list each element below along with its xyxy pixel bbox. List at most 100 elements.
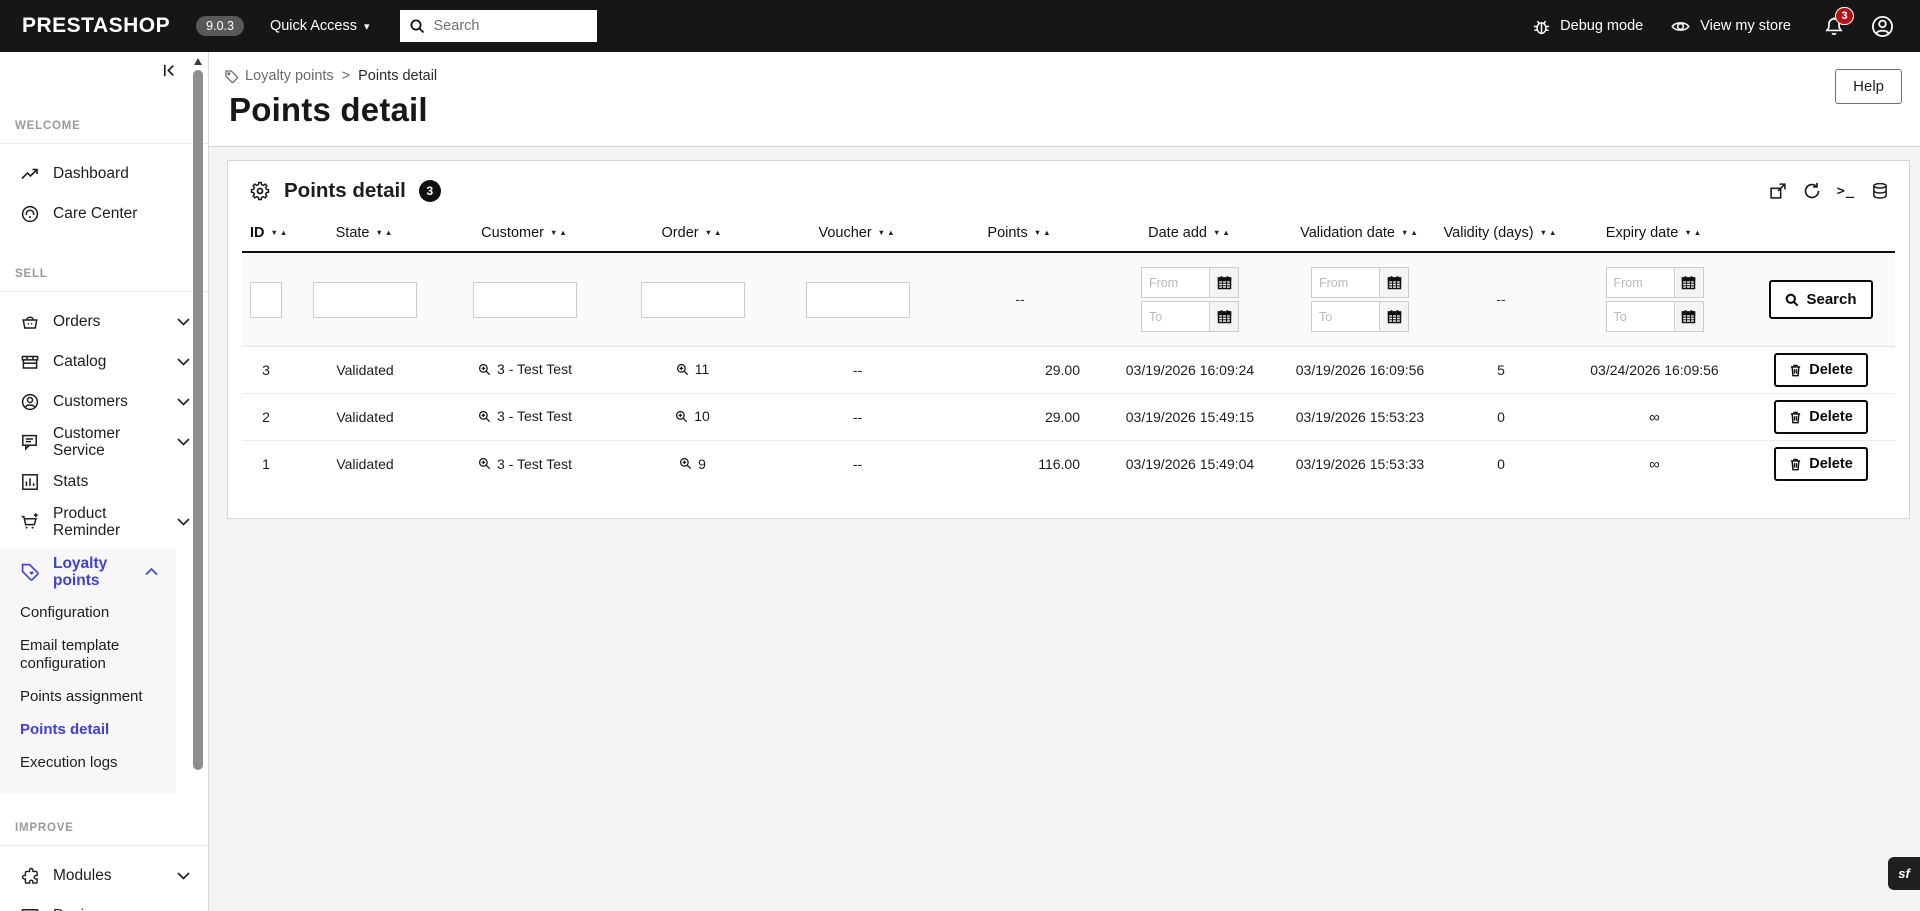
order-link[interactable]: 10 [675, 408, 710, 424]
column-header-date-add[interactable]: Date add ▼▲ [1100, 217, 1280, 253]
filter-order-input[interactable] [640, 281, 745, 318]
prestashop-logo: PRESTASHOP [22, 14, 171, 37]
search-input[interactable] [433, 18, 584, 34]
sidebar-item-orders[interactable]: Orders [0, 302, 208, 342]
section-label-sell: SELL [15, 268, 48, 280]
sort-carets[interactable]: ▼▲ [877, 228, 897, 237]
chat-bubble-icon [20, 432, 40, 452]
sort-carets[interactable]: ▼▲ [550, 228, 569, 237]
column-header-state[interactable]: State ▼▲ [290, 217, 440, 253]
notifications-button[interactable]: 3 [1824, 6, 1854, 37]
sidebar-item-catalog[interactable]: Catalog [0, 342, 208, 382]
order-link[interactable]: 9 [679, 456, 706, 472]
calendar-icon[interactable] [1209, 268, 1238, 297]
sort-carets[interactable]: ▼▲ [1684, 228, 1704, 237]
table-header-row: ID ▼▲ State ▼▲ Customer ▼▲ Order ▼▲ Voucher ▼… [242, 217, 1895, 253]
calendar-icon[interactable] [1673, 302, 1703, 331]
chevron-down-icon: ▾ [363, 20, 370, 33]
column-header-voucher[interactable]: Voucher ▼▲ [775, 217, 940, 253]
delete-button[interactable]: Delete [1774, 400, 1868, 434]
sidebar-item-stats[interactable]: Stats [0, 462, 208, 502]
submenu-item-execution-logs[interactable]: Execution logs [20, 754, 118, 772]
sidebar-item-dashboard[interactable]: Dashboard [0, 154, 208, 194]
order-link[interactable]: 11 [676, 361, 709, 377]
sort-carets[interactable]: ▼▲ [1033, 228, 1053, 237]
column-header-expiry-date[interactable]: Expiry date ▼▲ [1562, 217, 1747, 253]
filter-state-input[interactable] [313, 281, 417, 318]
cell-validation-date: 03/19/2026 15:53:23 [1280, 393, 1440, 441]
cell-points: 116.00 [1038, 456, 1080, 473]
customer-link[interactable]: 3 - Test Test [478, 408, 572, 424]
submenu-item-email-template-configuration[interactable]: Email template configuration [20, 637, 120, 672]
sort-carets[interactable]: ▼▲ [270, 228, 290, 237]
database-icon[interactable] [1871, 182, 1889, 200]
column-header-order[interactable]: Order ▼▲ [610, 217, 775, 253]
sort-carets[interactable]: ▼▲ [704, 228, 724, 237]
cell-voucher: -- [775, 346, 940, 394]
sidebar-item-customers[interactable]: Customers [0, 382, 208, 422]
help-button[interactable]: Help [1835, 69, 1902, 104]
column-header-validity[interactable]: Validity (days) ▼▲ [1440, 217, 1562, 253]
filter-date-add-from[interactable] [1142, 268, 1209, 297]
debug-mode-button[interactable]: Debug mode [1532, 17, 1643, 36]
sidebar-item-product-reminder[interactable]: Product Reminder [0, 502, 208, 542]
sidebar-collapse-button[interactable] [0, 52, 208, 86]
column-header-points[interactable]: Points ▼▲ [940, 217, 1100, 253]
breadcrumb-separator: > [341, 68, 351, 84]
eye-icon [1670, 17, 1691, 36]
filter-expiry-date-range [1605, 267, 1704, 332]
submenu-item-points-assignment[interactable]: Points assignment [20, 687, 143, 705]
filter-validation-from[interactable] [1312, 268, 1379, 297]
sidebar-scrollbar[interactable] [193, 52, 203, 911]
calendar-icon[interactable] [1379, 268, 1408, 297]
scrollbar-thumb[interactable] [193, 70, 203, 770]
bar-chart-icon [20, 472, 40, 492]
search-button[interactable]: Search [1769, 280, 1873, 319]
column-header-validation-date[interactable]: Validation date ▼▲ [1280, 217, 1440, 253]
sort-carets[interactable]: ▼▲ [1213, 228, 1232, 237]
breadcrumb-parent[interactable]: Loyalty points [224, 68, 334, 84]
sort-carets[interactable]: ▼▲ [1539, 228, 1559, 237]
column-header-id[interactable]: ID ▼▲ [242, 217, 290, 253]
global-search[interactable] [399, 10, 597, 42]
sidebar-item-design[interactable]: Design [0, 896, 208, 911]
column-header-customer[interactable]: Customer ▼▲ [440, 217, 610, 253]
scrollbar-up-arrow[interactable] [194, 58, 202, 65]
filter-id-input[interactable] [250, 281, 282, 318]
sort-carets[interactable]: ▼▲ [1401, 228, 1420, 237]
view-store-button[interactable]: View my store [1670, 17, 1791, 36]
cell-id: 2 [242, 393, 290, 441]
cell-expiry-date: 03/24/2026 16:09:56 [1562, 346, 1747, 394]
calendar-icon[interactable] [1379, 302, 1408, 331]
account-menu-button[interactable] [1871, 15, 1894, 38]
customer-link[interactable]: 3 - Test Test [478, 456, 572, 472]
monitor-icon [20, 906, 40, 911]
sidebar-item-modules[interactable]: Modules [0, 856, 208, 896]
quick-access-menu[interactable]: Quick Access ▾ [270, 18, 370, 34]
sort-carets[interactable]: ▼▲ [375, 228, 395, 237]
calendar-icon[interactable] [1673, 268, 1703, 297]
sidebar-item-care-center[interactable]: Care Center [0, 194, 208, 234]
sql-console-icon[interactable]: >_ [1836, 183, 1855, 199]
customer-link[interactable]: 3 - Test Test [478, 361, 572, 377]
filter-validation-to[interactable] [1312, 302, 1379, 331]
filter-voucher-input[interactable] [805, 281, 910, 318]
symfony-profiler-button[interactable]: sf [1888, 857, 1920, 890]
notification-count-badge: 3 [1835, 6, 1854, 25]
sidebar-item-label: Loyalty points [53, 554, 108, 589]
filter-expiry-to[interactable] [1606, 302, 1674, 331]
cell-date-add: 03/19/2026 15:49:04 [1125, 456, 1255, 473]
delete-button[interactable]: Delete [1774, 447, 1868, 482]
submenu-item-points-detail[interactable]: Points detail [20, 721, 110, 738]
calendar-icon[interactable] [1209, 302, 1238, 331]
submenu-item-configuration[interactable]: Configuration [20, 604, 110, 621]
export-icon[interactable] [1769, 182, 1787, 200]
filter-customer-input[interactable] [473, 281, 577, 318]
gear-icon [250, 181, 270, 201]
sidebar-item-loyalty-points[interactable]: Loyalty points [0, 554, 176, 590]
sidebar-item-customer-service[interactable]: Customer Service [0, 422, 208, 462]
filter-date-add-to[interactable] [1142, 302, 1209, 331]
filter-expiry-from[interactable] [1606, 268, 1674, 297]
refresh-icon[interactable] [1803, 182, 1821, 200]
delete-button[interactable]: Delete [1774, 353, 1868, 387]
